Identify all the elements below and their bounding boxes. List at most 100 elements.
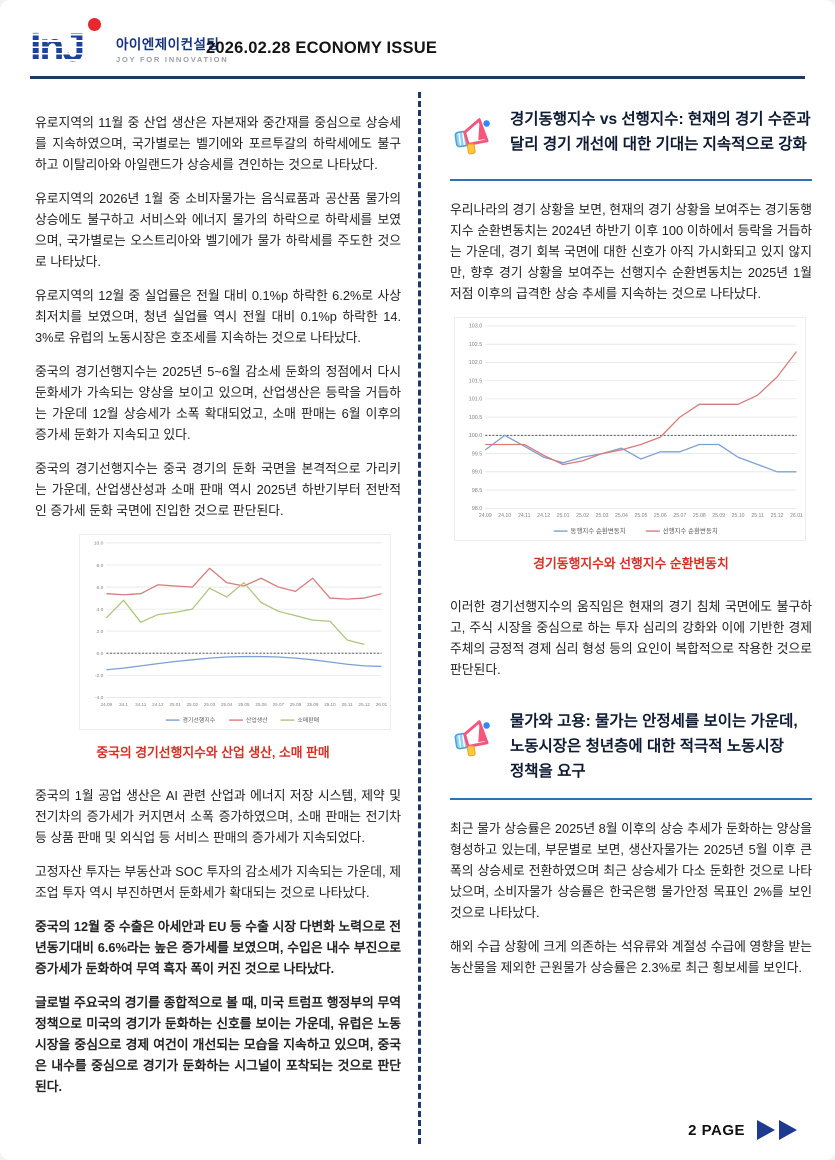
paragraph: 우리나라의 경기 상황을 보면, 현재의 경기 상황을 보여주는 경기동행지수 … [450, 202, 812, 301]
svg-text:-4.0: -4.0 [95, 695, 104, 701]
svg-text:25.08: 25.08 [693, 513, 706, 519]
chart-0: -4.0 -2.0 0.0 2.0 4.0 6.0 8.0 10.0 24.09 24.1 24.1… [79, 534, 401, 730]
page-title: 2026.02.28 ECONOMY ISSUE [206, 39, 438, 57]
logo-mark: InJ [30, 18, 112, 70]
logo-company-name: 아이엔제이컨설팅 [116, 37, 220, 52]
section-title: 경기동행지수 vs 선행지수: 현재의 경기 수준과 달리 경기 개선에 대한 … [510, 111, 811, 153]
svg-text:25.01: 25.01 [169, 702, 181, 707]
svg-text:25.12: 25.12 [771, 513, 784, 519]
svg-text:25.11: 25.11 [342, 702, 354, 707]
svg-text:102.0: 102.0 [469, 360, 483, 366]
paragraph: 해외 수급 상황에 크게 의존하는 석유류와 계절성 수급에 영향을 받는 농산… [450, 939, 812, 976]
svg-text:100.5: 100.5 [469, 415, 483, 421]
svg-text:25.02: 25.02 [187, 702, 199, 707]
svg-text:102.5: 102.5 [469, 342, 483, 348]
svg-text:8.0: 8.0 [96, 563, 103, 569]
chart-1: 98.0 98.5 99.0 99.5 100.0 100.5 101.0 101.5 102.… [454, 317, 812, 541]
svg-text:소매판매: 소매판매 [297, 716, 319, 724]
svg-text:25.06: 25.06 [255, 702, 267, 707]
svg-text:98.0: 98.0 [472, 506, 483, 512]
header-rule [30, 76, 805, 79]
svg-text:4.0: 4.0 [96, 607, 103, 613]
svg-text:24.12: 24.12 [537, 513, 550, 519]
svg-text:25.07: 25.07 [273, 702, 285, 707]
chart-caption: 경기동행지수와 선행지수 순환변동치 [533, 556, 729, 571]
svg-text:25.04: 25.04 [615, 513, 628, 519]
svg-text:99.0: 99.0 [472, 470, 483, 476]
svg-text:25.07: 25.07 [673, 513, 686, 519]
svg-text:25.02: 25.02 [576, 513, 589, 519]
svg-text:103.0: 103.0 [469, 324, 483, 330]
svg-text:24.10: 24.10 [498, 513, 511, 519]
china-indicators-chart: -4.0 -2.0 0.0 2.0 4.0 6.0 8.0 10.0 24.09 24.1 24.1… [79, 534, 391, 730]
svg-text:24.11: 24.11 [135, 702, 147, 707]
logo-tagline: JOY FOR INNOVATION [116, 55, 229, 64]
column-divider [418, 92, 421, 1144]
svg-text:99.5: 99.5 [472, 451, 483, 457]
logo: InJ 아이엔제이컨설팅 JOY FOR INNOVATION [30, 14, 228, 70]
svg-text:26.01: 26.01 [790, 513, 803, 519]
svg-text:25.09: 25.09 [307, 702, 319, 707]
svg-text:100.0: 100.0 [469, 433, 483, 439]
svg-text:6.0: 6.0 [96, 585, 103, 591]
svg-text:101.0: 101.0 [469, 397, 483, 403]
paragraph: 중국의 경기선행지수는 중국 경기의 둔화 국면을 본격적으로 가리키는 가운데… [35, 461, 401, 518]
svg-text:24.12: 24.12 [152, 702, 164, 707]
paragraph: 중국의 1월 공업 생산은 AI 관련 산업과 에너지 저장 시스템, 제약 및… [35, 788, 401, 845]
paragraph: 최근 물가 상승률은 2025년 8월 이후의 상승 추세가 둔화하는 양상을 … [450, 821, 812, 921]
svg-text:25.08: 25.08 [290, 702, 302, 707]
svg-text:25.12: 25.12 [359, 702, 371, 707]
svg-text:26.01: 26.01 [376, 702, 388, 707]
svg-text:25.01: 25.01 [557, 513, 570, 519]
svg-text:25.03: 25.03 [204, 702, 216, 707]
svg-text:-2.0: -2.0 [95, 673, 104, 679]
svg-text:25.05: 25.05 [238, 702, 250, 707]
paragraph-bold: 중국의 12월 중 수출은 아세안과 EU 등 수출 시장 다변화 노력으로 전… [35, 919, 401, 976]
svg-text:98.5: 98.5 [472, 488, 483, 494]
section-1: 물가와 고용: 물가는 안정세를 보이는 가운데, 노동시장은 청년층에 대한 … [450, 710, 812, 978]
svg-text:101.5: 101.5 [469, 378, 483, 384]
svg-text:25.09: 25.09 [712, 513, 725, 519]
svg-text:10.0: 10.0 [94, 541, 104, 547]
logo-text: 아이엔제이컨설팅 JOY FOR INNOVATION [116, 33, 228, 70]
svg-text:25.05: 25.05 [634, 513, 647, 519]
svg-text:24.09: 24.09 [479, 513, 492, 519]
svg-text:24.1: 24.1 [119, 702, 128, 707]
svg-text:24.09: 24.09 [101, 702, 113, 707]
paragraph: 고정자산 투자는 부동산과 SOC 투자의 감소세가 지속되는 가운데, 제조업… [35, 864, 401, 900]
paragraph-bold: 글로벌 주요국의 경기를 종합적으로 볼 때, 미국 트럼프 행정부의 무역정책… [35, 995, 401, 1094]
section-heading: 경기동행지수 vs 선행지수: 현재의 경기 수준과 달리 경기 개선에 대한 … [450, 108, 812, 181]
svg-text:선행지수 순환변동치: 선행지수 순환변동치 [663, 526, 718, 535]
megaphone-icon [450, 716, 498, 767]
logo-mark-text: InJ [30, 24, 85, 70]
svg-text:25.03: 25.03 [596, 513, 609, 519]
page-number: 2 PAGE [688, 1121, 745, 1139]
svg-text:경기선행지수: 경기선행지수 [183, 716, 216, 724]
left-column: 유로지역의 11월 중 산업 생산은 자본재와 중간재를 중심으로 상승세를 지… [35, 112, 401, 1110]
logo-dot-icon [88, 18, 101, 31]
svg-text:25.11: 25.11 [751, 513, 764, 519]
svg-text:25.06: 25.06 [654, 513, 667, 519]
svg-text:2.0: 2.0 [96, 629, 103, 635]
section-0: 경기동행지수 vs 선행지수: 현재의 경기 수준과 달리 경기 개선에 대한 … [450, 108, 812, 680]
svg-text:24.11: 24.11 [518, 513, 531, 519]
right-column: 경기동행지수 vs 선행지수: 현재의 경기 수준과 달리 경기 개선에 대한 … [450, 108, 812, 991]
svg-text:산업생산: 산업생산 [246, 716, 268, 724]
korea-cycle-chart: 98.0 98.5 99.0 99.5 100.0 100.5 101.0 101.5 102.… [454, 317, 806, 541]
next-page-icon[interactable] [755, 1118, 801, 1142]
paragraph: 유로지역의 11월 중 산업 생산은 자본재와 중간재를 중심으로 상승세를 지… [35, 115, 401, 172]
svg-text:0.0: 0.0 [96, 651, 103, 657]
svg-text:25.10: 25.10 [732, 513, 745, 519]
svg-text:25.04: 25.04 [221, 702, 233, 707]
paragraph: 이러한 경기선행지수의 움직임은 현재의 경기 침체 국면에도 불구하고, 주식… [450, 599, 812, 677]
section-heading: 물가와 고용: 물가는 안정세를 보이는 가운데, 노동시장은 청년층에 대한 … [450, 710, 812, 801]
paragraph: 유로지역의 12월 중 실업률은 전월 대비 0.1%p 하락한 6.2%로 사… [35, 288, 401, 345]
section-title: 물가와 고용: 물가는 안정세를 보이는 가운데, 노동시장은 청년층에 대한 … [510, 713, 798, 780]
svg-text:25.10: 25.10 [324, 702, 336, 707]
svg-text:동행지수 순환변동치: 동행지수 순환변동치 [571, 526, 626, 535]
paragraph: 중국의 경기선행지수는 2025년 5~6월 감소세 둔화의 정점에서 다시 둔… [35, 364, 401, 442]
page-footer: 2 PAGE [688, 1118, 801, 1142]
paragraph: 유로지역의 2026년 1월 중 소비자물가는 음식료품과 공산품 물가의 상승… [35, 191, 401, 269]
chart-caption: 중국의 경기선행지수와 산업 생산, 소매 판매 [96, 745, 330, 760]
